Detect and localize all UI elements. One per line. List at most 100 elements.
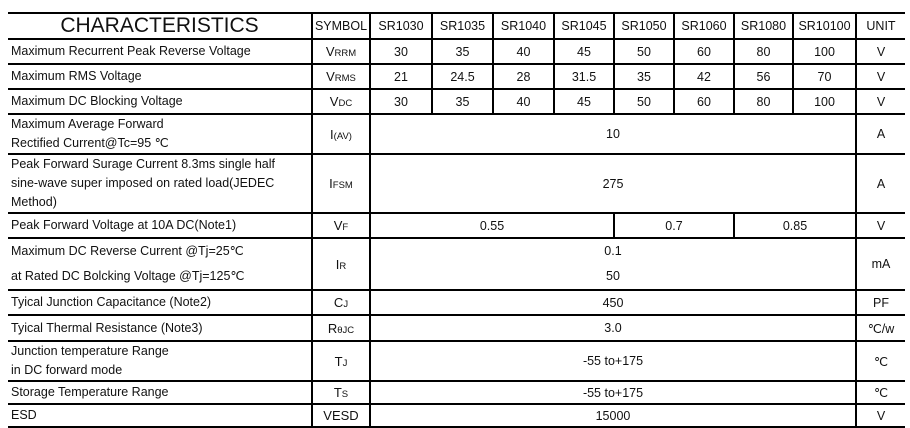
- value-cell: 35: [614, 63, 675, 90]
- label-line: Method): [11, 195, 57, 209]
- characteristic-label: Peak Forward Surage Current 8.3ms single…: [8, 153, 313, 214]
- unit-cell: A: [856, 153, 905, 214]
- unit: ℃: [873, 386, 889, 400]
- label-line: Junction temperature Range: [11, 344, 169, 358]
- value-cell: 42: [674, 63, 735, 90]
- unit: ℃/w: [867, 321, 895, 336]
- value-cell: -55 to+175: [370, 380, 857, 405]
- value: 60: [697, 94, 711, 109]
- unit-cell: ℃: [856, 340, 905, 382]
- symbol: I(AV): [312, 113, 371, 155]
- characteristic-label: Junction temperature Range in DC forward …: [8, 340, 313, 382]
- label-line: sine-wave super imposed on rated load(JE…: [11, 176, 275, 190]
- value: 35: [637, 69, 651, 84]
- symbol-sub: J: [342, 357, 348, 369]
- label: Storage Temperature Range: [11, 385, 169, 399]
- table-row: Peak Forward Voltage at 10A DC(Note1) VF 0…: [8, 212, 905, 239]
- value-cell: 100: [793, 38, 857, 65]
- symbol-sub: θJC: [337, 324, 355, 336]
- symbol-sub: (AV): [333, 130, 352, 142]
- unit-cell: PF: [856, 289, 905, 316]
- unit: V: [876, 94, 886, 109]
- label-line: Maximum DC Reverse Current @Tj=25℃: [11, 244, 244, 258]
- characteristic-label: Maximum Average Forward Rectified Current…: [8, 113, 313, 155]
- symbol-sub: S: [341, 389, 349, 400]
- value: 0.55: [479, 218, 505, 233]
- value-cell: 60: [674, 88, 735, 115]
- unit-cell: ℃/w: [856, 314, 905, 342]
- value: 42: [697, 69, 711, 84]
- symbol-sub: R: [339, 260, 347, 272]
- value: 40: [516, 44, 531, 59]
- table-row: Maximum DC Reverse Current @Tj=25℃ at Rat…: [8, 237, 905, 291]
- label-line: Rectified Current@Tc=95 ℃: [11, 136, 169, 150]
- label-line: Peak Forward Surage Current 8.3ms single…: [11, 157, 276, 171]
- unit: ℃: [873, 354, 889, 369]
- table-row: Tyical Junction Capacitance (Note2) CJ 450…: [8, 289, 905, 316]
- characteristics-table: CHARACTERISTICS SYMBOL SR1030 SR1035 SR1…: [8, 12, 905, 428]
- value-cell: 21: [370, 63, 433, 90]
- model-header: SR1045: [554, 12, 615, 40]
- value: 24.5: [450, 69, 475, 84]
- value-cell: 50: [614, 38, 675, 65]
- label-line: Maximum Average Forward: [11, 117, 164, 131]
- symbol-main: C: [333, 295, 344, 310]
- unit-cell: mA: [856, 237, 905, 291]
- characteristic-label: Tyical Junction Capacitance (Note2): [8, 289, 313, 316]
- symbol-sub: J: [343, 299, 349, 310]
- characteristic-label: Maximum DC Blocking Voltage: [8, 88, 313, 115]
- table-row: Maximum DC Blocking Voltage VDC 30 35 40 45 50…: [8, 88, 905, 115]
- value-cell: 15000: [370, 403, 857, 428]
- table-row: Storage Temperature Range TS -55 to+175 ℃: [8, 380, 905, 405]
- unit-cell: V: [856, 212, 905, 239]
- value-cell: 80: [734, 88, 794, 115]
- value-cell: 70: [793, 63, 857, 90]
- symbol-main: I: [330, 126, 334, 142]
- value-cell: 35: [432, 38, 494, 65]
- label: Maximum DC Blocking Voltage: [11, 94, 183, 108]
- value: 50: [637, 94, 651, 109]
- characteristic-label: Maximum Recurrent Peak Reverse Voltage: [8, 38, 313, 65]
- value: 80: [756, 94, 771, 109]
- value-cell: 56: [734, 63, 794, 90]
- title: CHARACTERISTICS: [8, 12, 313, 40]
- model-header: SR1050: [614, 12, 675, 40]
- value: 50: [606, 269, 620, 283]
- value-cell: 0.1 50: [370, 237, 857, 291]
- value: 100: [814, 94, 835, 109]
- symbol-main: I: [329, 176, 333, 191]
- characteristic-label: Peak Forward Voltage at 10A DC(Note1): [8, 212, 313, 239]
- symbol-sub: RMS: [334, 73, 356, 84]
- model-header: SR1035: [432, 12, 494, 40]
- unit-cell: V: [856, 88, 905, 115]
- unit: A: [876, 176, 886, 191]
- value-cell: 30: [370, 88, 433, 115]
- value-cell: 35: [432, 88, 494, 115]
- unit-header: UNIT: [856, 12, 905, 40]
- unit: PF: [873, 295, 889, 310]
- value: 28: [516, 69, 531, 84]
- model-header: SR10100: [793, 12, 857, 40]
- value-cell: 40: [493, 38, 555, 65]
- symbol-main: V: [333, 218, 343, 233]
- value-cell: 0.55: [370, 212, 615, 239]
- value-cell: 3.0: [370, 314, 857, 342]
- symbol: VESD: [312, 403, 371, 428]
- table-row: Peak Forward Surage Current 8.3ms single…: [8, 153, 905, 214]
- value-cell: 28: [493, 63, 555, 90]
- value: 80: [756, 44, 771, 59]
- value: 10: [606, 127, 620, 141]
- characteristic-label: Tyical Thermal Resistance (Note3): [8, 314, 313, 342]
- symbol-sub: DC: [338, 98, 353, 109]
- value-cell: 60: [674, 38, 735, 65]
- value: 0.7: [665, 218, 683, 233]
- symbol-main: VESD: [323, 408, 359, 423]
- unit: V: [876, 69, 886, 84]
- symbol-main: V: [325, 44, 335, 59]
- unit: V: [876, 408, 886, 423]
- model-header: SR1040: [493, 12, 555, 40]
- table-row: Maximum Recurrent Peak Reverse Voltage VR…: [8, 38, 905, 65]
- value: 45: [577, 94, 591, 109]
- value-cell: 0.85: [734, 212, 857, 239]
- unit: mA: [871, 257, 891, 271]
